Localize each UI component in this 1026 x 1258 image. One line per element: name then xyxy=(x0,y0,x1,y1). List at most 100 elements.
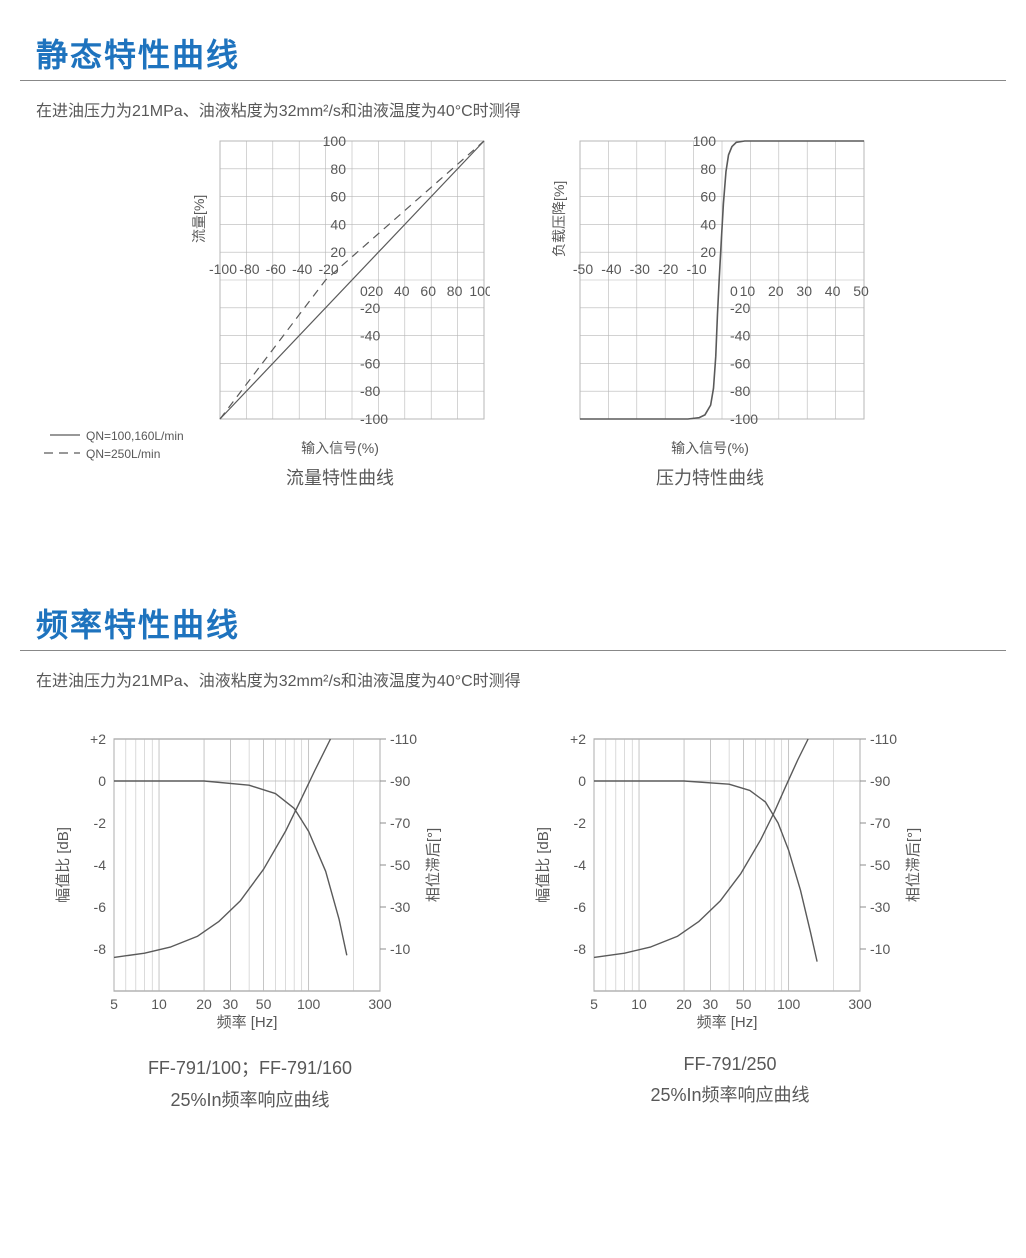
svg-text:-2: -2 xyxy=(94,815,107,831)
svg-text:-80: -80 xyxy=(360,383,380,399)
svg-text:5: 5 xyxy=(590,996,598,1012)
svg-text:40: 40 xyxy=(700,216,716,232)
svg-text:300: 300 xyxy=(368,996,392,1012)
svg-text:频率 [Hz]: 频率 [Hz] xyxy=(217,1014,278,1031)
svg-text:30: 30 xyxy=(703,996,719,1012)
svg-text:30: 30 xyxy=(796,283,812,299)
svg-text:-110: -110 xyxy=(870,731,897,747)
svg-text:-10: -10 xyxy=(390,941,410,957)
svg-text:20: 20 xyxy=(700,244,716,260)
svg-text:-100: -100 xyxy=(209,261,237,277)
legend-dashed-label: QN=250L/min xyxy=(86,447,160,461)
flow-chart-block: -100-80-60-40-20204060801000-100-80-60-4… xyxy=(190,135,490,490)
bode-left-block: 510203050100300+20-2-4-6-8-110-90-70-50-… xyxy=(50,731,450,1112)
svg-text:-10: -10 xyxy=(870,941,890,957)
svg-text:80: 80 xyxy=(700,161,716,177)
svg-text:100: 100 xyxy=(777,996,801,1012)
svg-text:20: 20 xyxy=(196,996,212,1012)
bode-row: 510203050100300+20-2-4-6-8-110-90-70-50-… xyxy=(50,731,1016,1112)
static-charts-row: QN=100,160L/min QN=250L/min -100-80-60-4… xyxy=(10,135,1016,490)
flow-chart-xlabel: 输入信号(%) xyxy=(190,438,490,458)
bode-right-svg: 510203050100300+20-2-4-6-8-110-90-70-50-… xyxy=(530,731,930,1031)
svg-text:-60: -60 xyxy=(730,355,750,371)
svg-text:-80: -80 xyxy=(239,261,259,277)
legend-solid-label: QN=100,160L/min xyxy=(86,429,184,443)
bode-right-caption: 25%In频率响应曲线 xyxy=(530,1081,930,1107)
svg-text:-80: -80 xyxy=(730,383,750,399)
svg-text:0: 0 xyxy=(98,773,106,789)
svg-text:-10: -10 xyxy=(686,261,706,277)
svg-text:-40: -40 xyxy=(292,261,312,277)
bode-right-block: 510203050100300+20-2-4-6-8-110-90-70-50-… xyxy=(530,731,930,1112)
svg-text:-8: -8 xyxy=(574,941,587,957)
flow-chart-wrap: QN=100,160L/min QN=250L/min -100-80-60-4… xyxy=(10,135,490,490)
bode-left-caption: 25%In频率响应曲线 xyxy=(50,1086,450,1112)
bode-left-svg: 510203050100300+20-2-4-6-8-110-90-70-50-… xyxy=(50,731,450,1031)
svg-text:-30: -30 xyxy=(630,261,650,277)
svg-text:80: 80 xyxy=(330,161,346,177)
svg-text:-40: -40 xyxy=(730,328,750,344)
svg-text:50: 50 xyxy=(736,996,752,1012)
svg-text:-60: -60 xyxy=(360,355,380,371)
svg-text:100: 100 xyxy=(469,283,490,299)
svg-text:幅值比 [dB]: 幅值比 [dB] xyxy=(535,827,552,903)
svg-text:-40: -40 xyxy=(360,328,380,344)
svg-text:0: 0 xyxy=(360,283,368,299)
flow-chart-title: 流量特性曲线 xyxy=(190,464,490,490)
svg-text:0: 0 xyxy=(578,773,586,789)
bode-left-subtitle: FF-791/100；FF-791/160 xyxy=(50,1054,450,1080)
flow-chart-svg: -100-80-60-40-20204060801000-100-80-60-4… xyxy=(190,135,490,425)
svg-text:60: 60 xyxy=(700,189,716,205)
svg-text:频率 [Hz]: 频率 [Hz] xyxy=(697,1014,758,1031)
svg-text:-40: -40 xyxy=(601,261,621,277)
svg-text:-4: -4 xyxy=(94,857,107,873)
section2-title: 频率特性曲线 xyxy=(36,600,1016,646)
svg-text:-6: -6 xyxy=(574,899,587,915)
svg-text:-20: -20 xyxy=(318,261,338,277)
section1-title: 静态特性曲线 xyxy=(36,30,1016,76)
svg-text:-70: -70 xyxy=(870,815,890,831)
svg-text:+2: +2 xyxy=(570,731,586,747)
svg-text:-90: -90 xyxy=(870,773,890,789)
svg-text:-20: -20 xyxy=(658,261,678,277)
svg-text:30: 30 xyxy=(223,996,239,1012)
svg-text:-110: -110 xyxy=(390,731,417,747)
svg-text:-2: -2 xyxy=(574,815,587,831)
svg-text:+2: +2 xyxy=(90,731,106,747)
svg-text:-50: -50 xyxy=(573,261,593,277)
svg-text:幅值比 [dB]: 幅值比 [dB] xyxy=(55,827,72,903)
svg-text:60: 60 xyxy=(420,283,436,299)
svg-text:10: 10 xyxy=(631,996,647,1012)
svg-text:50: 50 xyxy=(256,996,272,1012)
svg-text:10: 10 xyxy=(151,996,167,1012)
svg-text:5: 5 xyxy=(110,996,118,1012)
flow-chart-legend: QN=100,160L/min QN=250L/min xyxy=(10,200,190,490)
svg-text:100: 100 xyxy=(297,996,321,1012)
svg-text:-100: -100 xyxy=(730,411,758,425)
svg-text:-4: -4 xyxy=(574,857,587,873)
svg-text:100: 100 xyxy=(693,135,717,149)
section2-conditions: 在进油压力为21MPa、油液粘度为32mm²/s和油液温度为40°C时测得 xyxy=(36,667,1016,691)
divider-2 xyxy=(20,650,1006,651)
svg-text:50: 50 xyxy=(853,283,869,299)
divider-1 xyxy=(20,80,1006,81)
pressure-chart-xlabel: 输入信号(%) xyxy=(550,438,870,458)
svg-text:-50: -50 xyxy=(390,857,410,873)
svg-text:-30: -30 xyxy=(870,899,890,915)
svg-text:60: 60 xyxy=(330,189,346,205)
svg-text:40: 40 xyxy=(330,216,346,232)
svg-text:-20: -20 xyxy=(360,300,380,316)
svg-text:40: 40 xyxy=(825,283,841,299)
svg-text:-50: -50 xyxy=(870,857,890,873)
pressure-chart-svg: -50-40-30-20-1010203040500-100-80-60-40-… xyxy=(550,135,870,425)
svg-text:20: 20 xyxy=(330,244,346,260)
bode-right-subtitle: FF-791/250 xyxy=(530,1054,930,1075)
svg-text:相位滞后[°]: 相位滞后[°] xyxy=(905,828,922,902)
svg-text:-30: -30 xyxy=(390,899,410,915)
svg-text:40: 40 xyxy=(394,283,410,299)
section1-conditions: 在进油压力为21MPa、油液粘度为32mm²/s和油液温度为40°C时测得 xyxy=(36,97,1016,121)
svg-text:80: 80 xyxy=(447,283,463,299)
svg-text:10: 10 xyxy=(740,283,756,299)
svg-text:-90: -90 xyxy=(390,773,410,789)
svg-text:-60: -60 xyxy=(266,261,286,277)
